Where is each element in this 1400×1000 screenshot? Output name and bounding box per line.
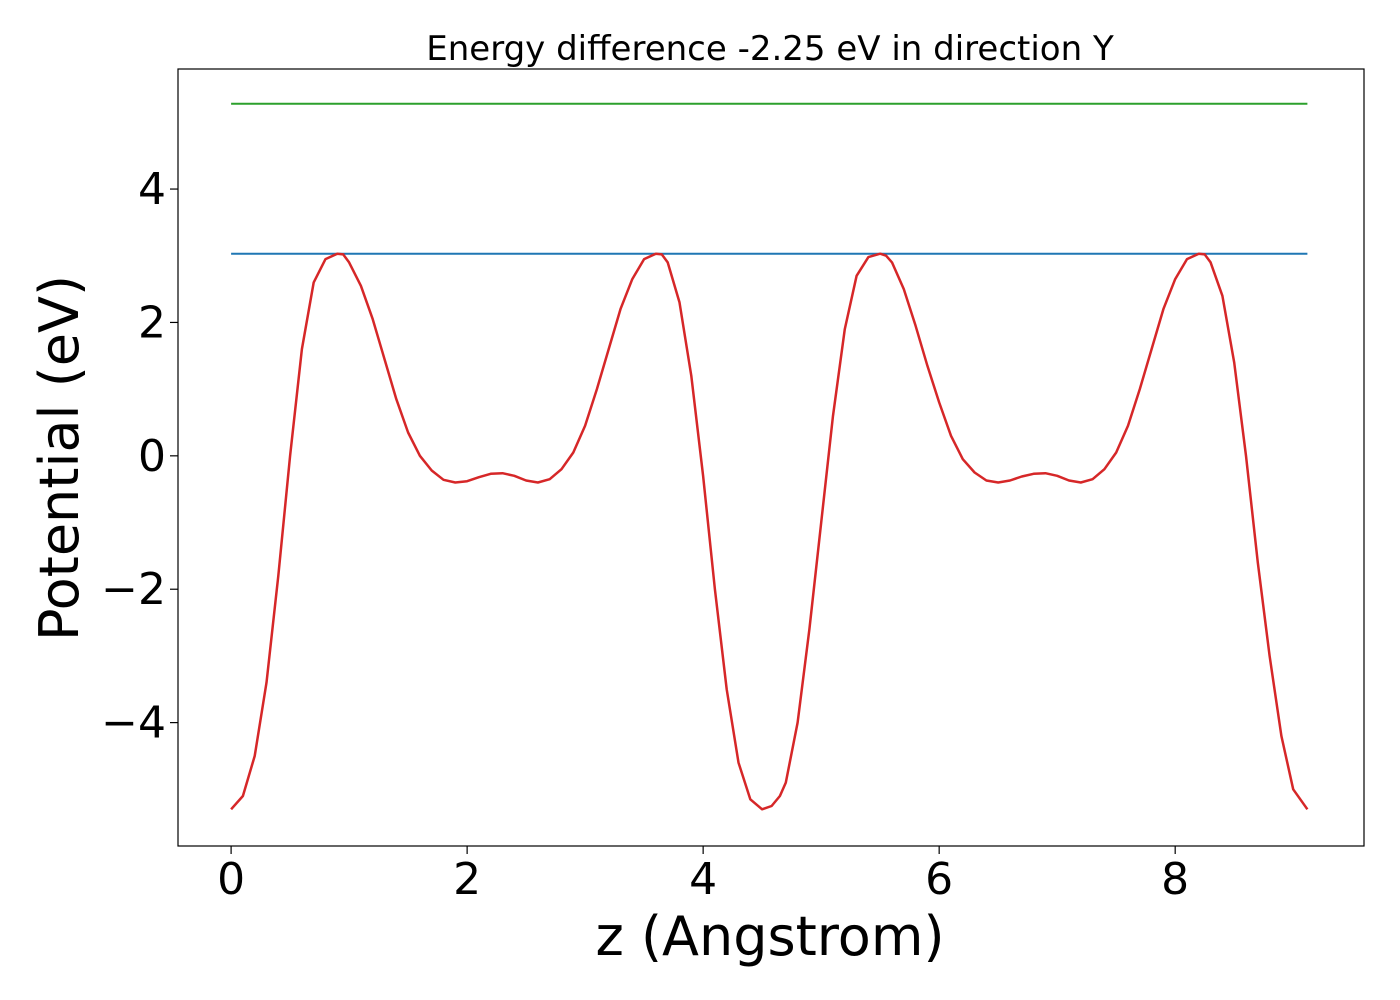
y-axis-ticks: −4 −2 0 2 4: [101, 164, 178, 749]
x-axis-ticks: 0 2 4 6 8: [217, 846, 1189, 905]
y-tick-label: 0: [138, 431, 166, 482]
x-tick-label: 4: [689, 854, 717, 905]
series-layer: [230, 102, 1309, 811]
series-line-2: [230, 252, 1309, 811]
y-tick-label: 4: [138, 164, 166, 215]
y-axis-label: Potential (eV): [28, 275, 91, 641]
y-tick-label: −4: [101, 698, 166, 749]
y-tick-label: −2: [101, 564, 166, 615]
x-tick-label: 0: [217, 854, 245, 905]
y-tick-label: 2: [138, 297, 166, 348]
x-tick-label: 8: [1161, 854, 1189, 905]
x-tick-label: 2: [453, 854, 481, 905]
x-tick-label: 6: [925, 854, 953, 905]
plot-area-frame: [177, 68, 1365, 847]
chart-title: Energy difference -2.25 eV in direction …: [426, 29, 1114, 69]
x-axis-label: z (Angstrom): [595, 905, 944, 968]
